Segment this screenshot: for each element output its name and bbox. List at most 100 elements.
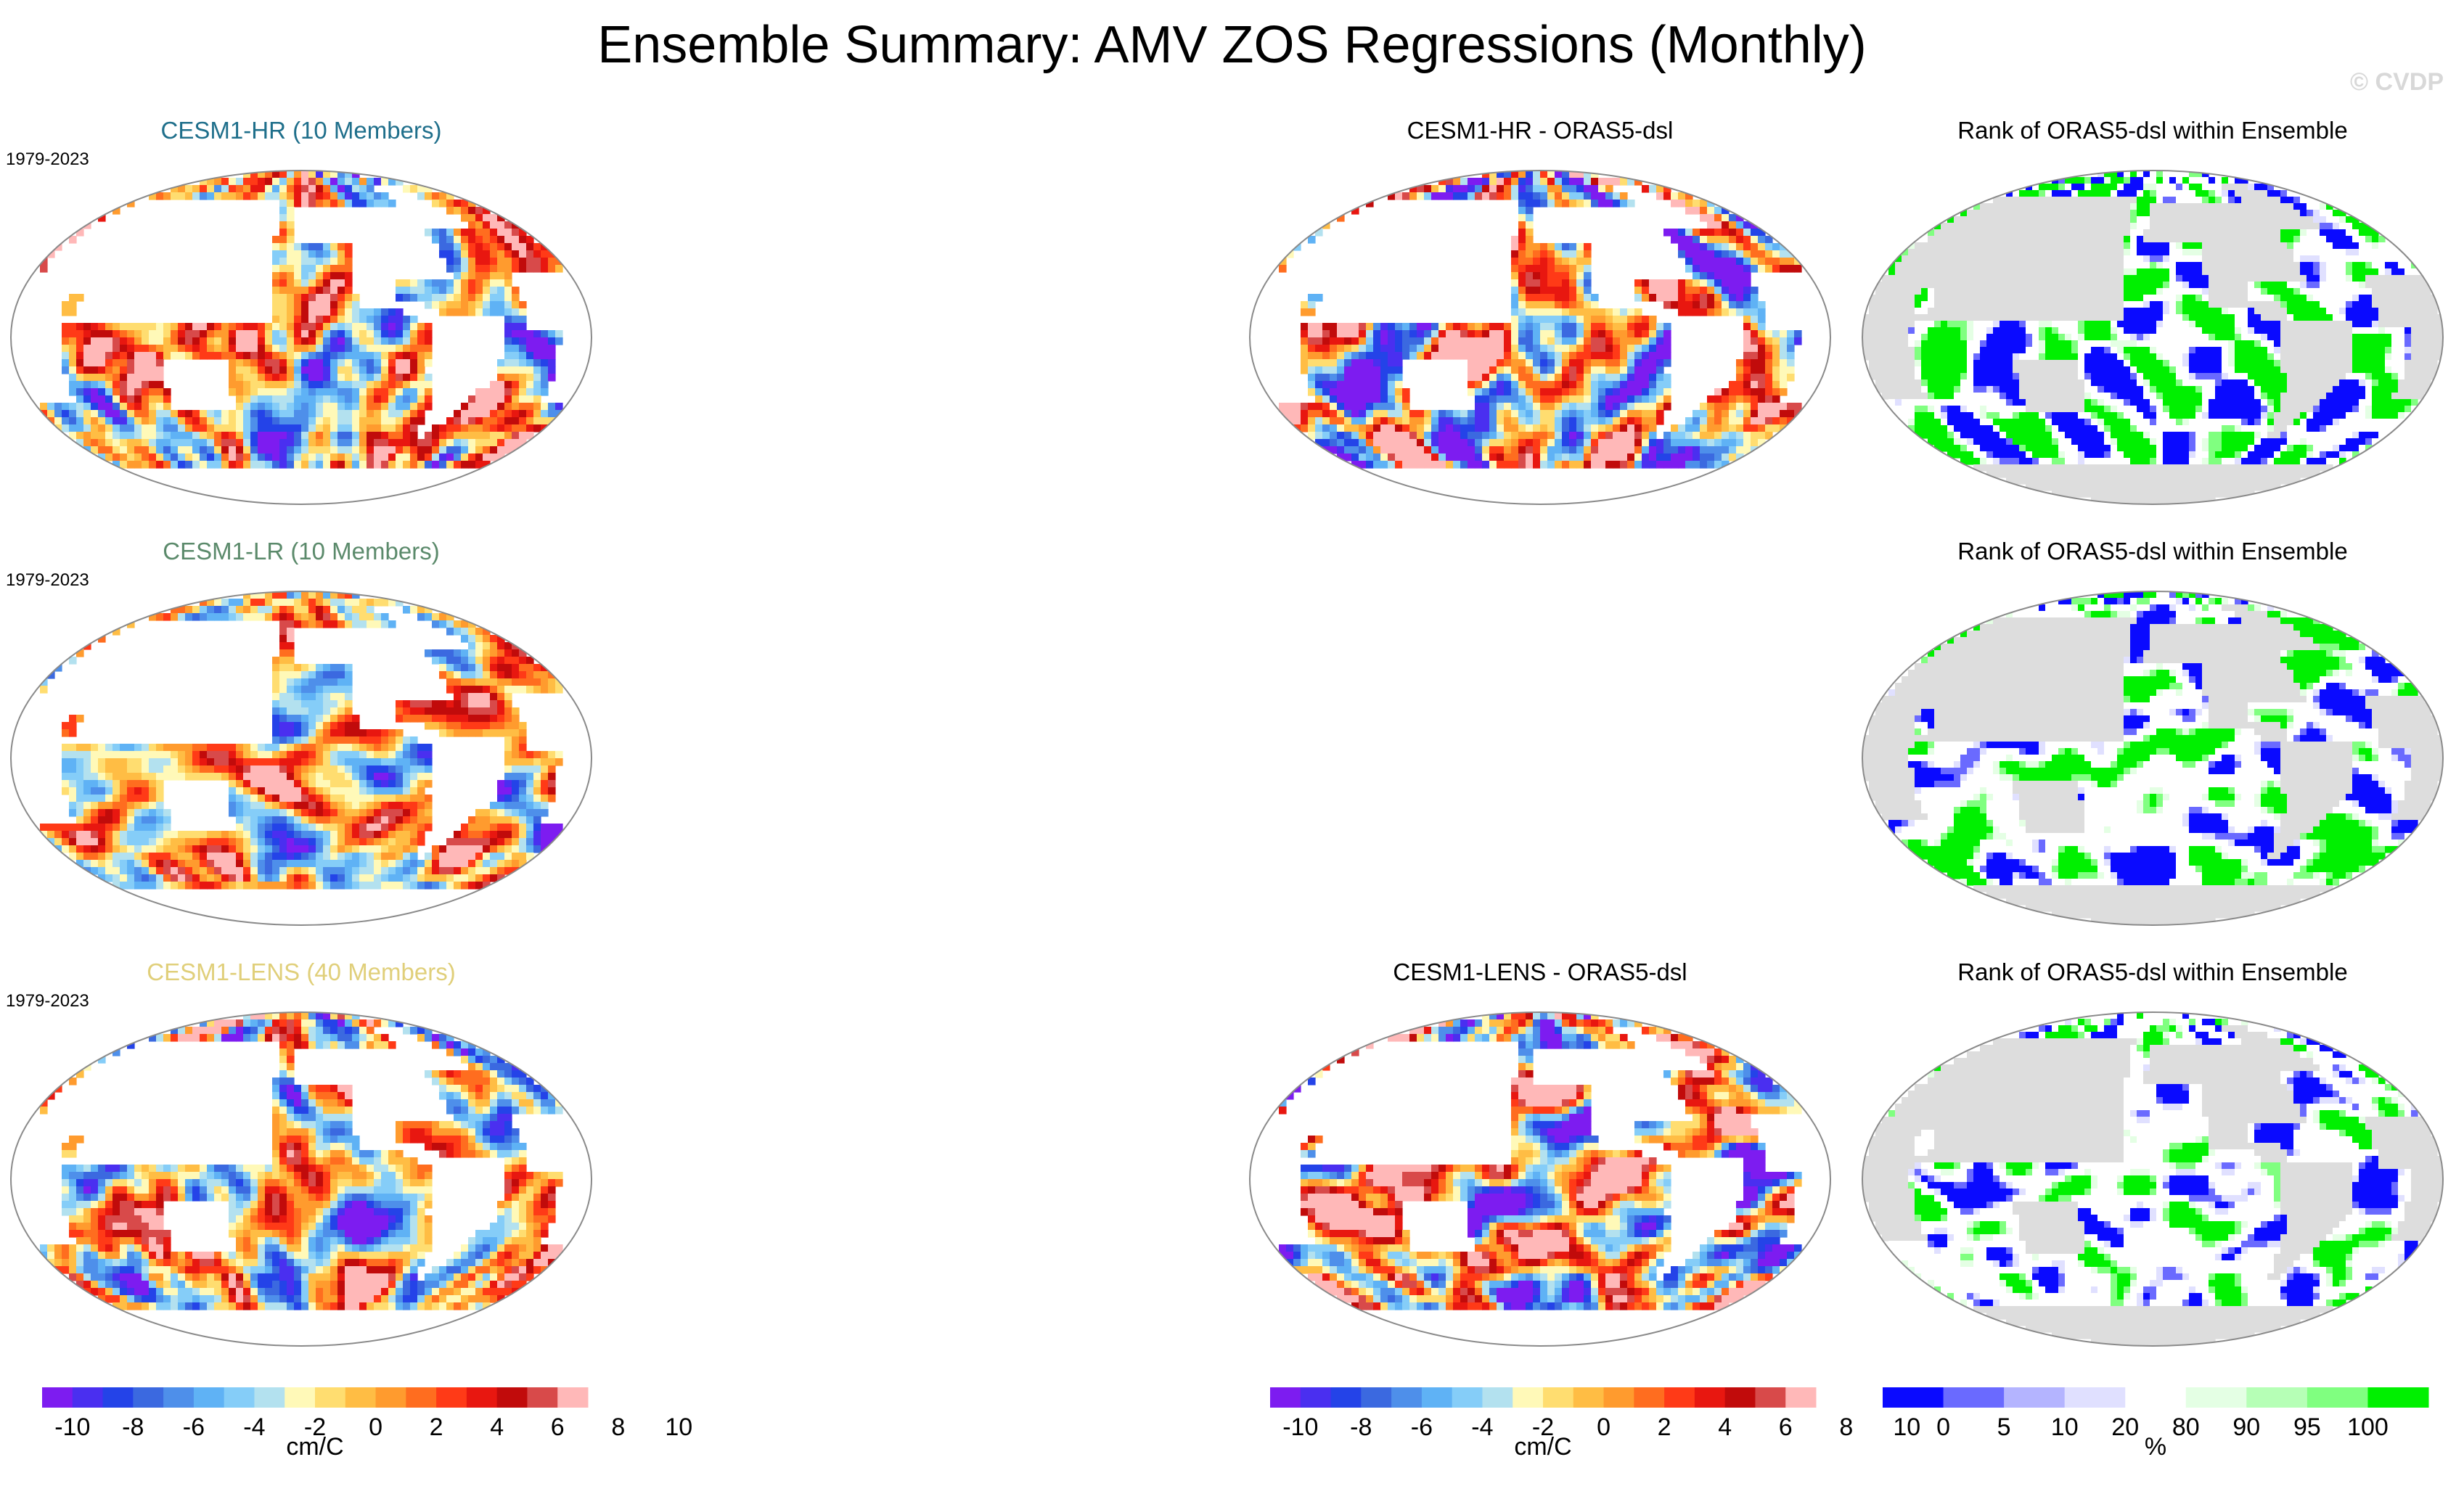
colorbar-regression-left: -10 -8 -6 -4 -2 0 2 4 6 8 10 (42, 1387, 692, 1445)
colorbar-swatch (2185, 1387, 2247, 1408)
map-border (1249, 170, 1831, 505)
map-cesm1-hr-diff (1249, 170, 1831, 505)
colorbar-swatch (163, 1387, 195, 1408)
colorbar-swatch (2125, 1387, 2187, 1408)
colorbar-tick-label: 0 (1597, 1413, 1610, 1441)
panel-title: CESM1-LR (10 Members) (163, 538, 440, 565)
panel-cesm1-hr-rank: Rank of ORAS5-dsl within Ensemble (1859, 116, 2447, 537)
colorbar-tick-label: -8 (122, 1413, 144, 1441)
period-label: 1979-2023 (6, 991, 89, 1011)
colorbar-unit-right: cm/C (1514, 1433, 1572, 1461)
colorbar-swatch (133, 1387, 164, 1408)
colorbar-swatch (436, 1387, 467, 1408)
colorbar-swatch (557, 1387, 589, 1408)
colorbar-swatch (466, 1387, 498, 1408)
colorbar-tick-label: 8 (611, 1413, 625, 1441)
map-border (1249, 1011, 1831, 1347)
colorbar-tick-label: -4 (243, 1413, 265, 1441)
colorbar-swatch (2004, 1387, 2066, 1408)
panel-cesm1-hr-diff: CESM1-HR - ORAS5-dsl (1246, 116, 1834, 537)
map-cesm1-lr-mean (10, 591, 592, 926)
panel-cesm1-lr-mean: CESM1-LR (10 Members) 1979-2023 (6, 537, 595, 958)
main-title: Ensemble Summary: AMV ZOS Regressions (M… (597, 16, 1867, 74)
colorbar-swatch (1330, 1387, 1362, 1408)
colorbar-swatch (1603, 1387, 1634, 1408)
panel-title: CESM1-LENS - ORAS5-dsl (1393, 958, 1687, 985)
colorbar-swatch (406, 1387, 437, 1408)
colorbar-tick-label: 100 (2347, 1413, 2389, 1441)
colorbar-tick-label: 6 (551, 1413, 565, 1441)
colorbar-rank: 0 5 10 20 80 90 95 100 (1883, 1387, 2429, 1445)
colorbar-swatch (1513, 1387, 1544, 1408)
colorbar-swatch (1724, 1387, 1756, 1408)
colorbar-swatch (224, 1387, 255, 1408)
colorbar-swatch (1785, 1387, 1817, 1408)
colorbar-tick-label: -6 (183, 1413, 205, 1441)
panel-title: Rank of ORAS5-dsl within Ensemble (1957, 117, 2348, 144)
colorbar-swatch (496, 1387, 528, 1408)
colorbar-tick-label: 80 (2172, 1413, 2200, 1441)
colorbar-tick-label: -2 (304, 1413, 326, 1441)
colorbar-swatch (42, 1387, 73, 1408)
period-label: 1979-2023 (6, 570, 89, 590)
colorbar-swatch (1943, 1387, 2005, 1408)
map-border (10, 170, 592, 505)
colorbar-tick-label: 4 (1718, 1413, 1732, 1441)
colorbar-tick-label: 2 (1658, 1413, 1671, 1441)
colorbar-tick-label: 95 (2293, 1413, 2321, 1441)
colorbar-swatch (193, 1387, 225, 1408)
colorbar-swatch (102, 1387, 134, 1408)
colorbar-tick-label: 5 (1997, 1413, 2011, 1441)
colorbar-swatch (1391, 1387, 1423, 1408)
colorbar-swatch (1573, 1387, 1605, 1408)
colorbar-swatch (1361, 1387, 1392, 1408)
colorbar-tick-label: -10 (54, 1413, 90, 1441)
colorbar-swatch (315, 1387, 346, 1408)
map-border (10, 1011, 592, 1347)
map-cesm1-hr-mean (10, 170, 592, 505)
colorbar-tick-label: 10 (2051, 1413, 2079, 1441)
colorbar-tick-label: -4 (1471, 1413, 1493, 1441)
map-border (1862, 1011, 2444, 1347)
colorbar-swatch (2307, 1387, 2368, 1408)
colorbar-swatch (2246, 1387, 2308, 1408)
panel-title: CESM1-HR - ORAS5-dsl (1407, 117, 1674, 144)
panel-cesm1-lens-mean: CESM1-LENS (40 Members) 1979-2023 (6, 958, 595, 1379)
colorbar-swatch (1300, 1387, 1332, 1408)
map-cesm1-lens-diff (1249, 1011, 1831, 1347)
colorbar-tick-label: -2 (1532, 1413, 1554, 1441)
colorbar-regression-right: -10 -8 -6 -4 -2 0 2 4 6 8 10 (1270, 1387, 1920, 1445)
colorbar-swatch (1482, 1387, 1513, 1408)
colorbar-tick-label: 4 (490, 1413, 504, 1441)
colorbar-tick-label: 8 (1839, 1413, 1853, 1441)
colorbar-swatch (1452, 1387, 1483, 1408)
colorbar-unit-left: cm/C (286, 1433, 344, 1461)
colorbar-swatch (1883, 1387, 1944, 1408)
map-border (10, 591, 592, 926)
map-cesm1-lens-rank (1862, 1011, 2444, 1347)
colorbar-swatch (375, 1387, 406, 1408)
colorbar-tick-label: 6 (1779, 1413, 1793, 1441)
colorbar-swatch (285, 1387, 316, 1408)
colorbar-tick-label: 10 (665, 1413, 692, 1441)
colorbar-swatch (1694, 1387, 1726, 1408)
colorbar-swatch (2367, 1387, 2429, 1408)
colorbar-tick-label: -10 (1282, 1413, 1318, 1441)
colorbar-swatch (527, 1387, 558, 1408)
colorbar-tick-label: 10 (1893, 1413, 1920, 1441)
panel-title: CESM1-HR (10 Members) (160, 117, 442, 144)
panel-cesm1-hr-mean: CESM1-HR (10 Members) 1979-2023 (6, 116, 595, 537)
colorbar-swatch (345, 1387, 377, 1408)
colorbar-swatch (1543, 1387, 1574, 1408)
map-border (1862, 170, 2444, 505)
colorbar-tick-label: 90 (2232, 1413, 2260, 1441)
panel-cesm1-lens-rank: Rank of ORAS5-dsl within Ensemble (1859, 958, 2447, 1379)
panel-title: Rank of ORAS5-dsl within Ensemble (1957, 538, 2348, 565)
colorbar-tick-label: -8 (1350, 1413, 1372, 1441)
panel-cesm1-lens-diff: CESM1-LENS - ORAS5-dsl (1246, 958, 1834, 1379)
colorbar-swatch (1270, 1387, 1301, 1408)
colorbar-swatch (254, 1387, 285, 1408)
map-border (1862, 591, 2444, 926)
colorbar-unit-rank: % (2144, 1433, 2167, 1461)
map-cesm1-lr-rank (1862, 591, 2444, 926)
